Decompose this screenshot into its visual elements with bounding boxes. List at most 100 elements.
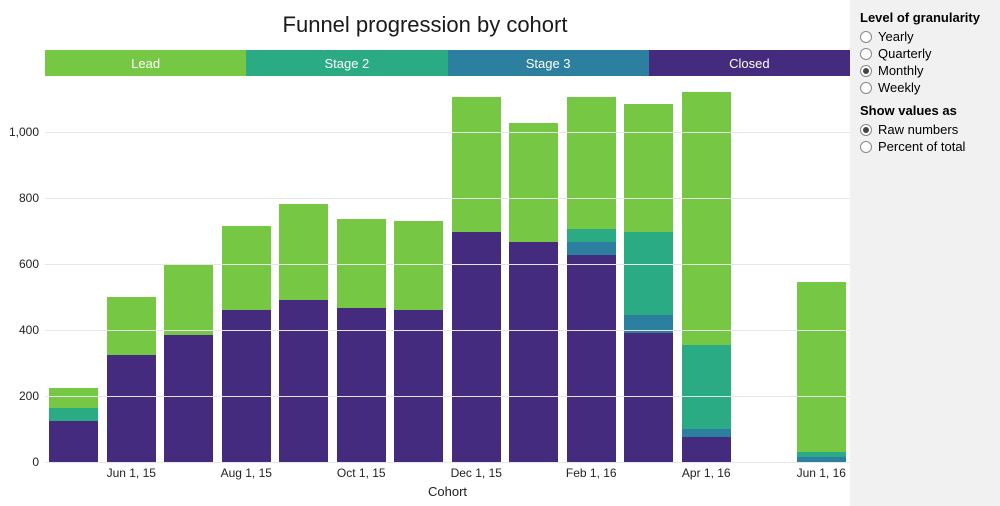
bar-segment-stage3[interactable] bbox=[567, 242, 616, 255]
bar[interactable] bbox=[164, 264, 213, 462]
bar-segment-closed[interactable] bbox=[49, 421, 98, 462]
radio-icon bbox=[860, 82, 872, 94]
bar-slot bbox=[620, 82, 678, 462]
x-tick-label bbox=[735, 462, 793, 484]
x-tick-label bbox=[275, 462, 333, 484]
radio-option-raw-numbers[interactable]: Raw numbers bbox=[860, 122, 990, 137]
bar[interactable] bbox=[567, 97, 616, 462]
radio-label: Percent of total bbox=[878, 139, 965, 154]
bar[interactable] bbox=[107, 297, 156, 462]
radio-option-yearly[interactable]: Yearly bbox=[860, 29, 990, 44]
side-panel: Level of granularity YearlyQuarterlyMont… bbox=[850, 0, 1000, 506]
bar-segment-lead[interactable] bbox=[452, 97, 501, 232]
bar-segment-closed[interactable] bbox=[222, 310, 271, 462]
bar-segment-closed[interactable] bbox=[394, 310, 443, 462]
bar-segment-stage2[interactable] bbox=[567, 229, 616, 242]
bar[interactable] bbox=[394, 221, 443, 462]
bar[interactable] bbox=[624, 103, 673, 462]
bar-segment-closed[interactable] bbox=[567, 255, 616, 462]
bar[interactable] bbox=[222, 226, 271, 462]
y-tick-label: 0 bbox=[32, 455, 39, 469]
radio-label: Monthly bbox=[878, 63, 924, 78]
bar-segment-closed[interactable] bbox=[624, 333, 673, 462]
bar-segment-closed[interactable] bbox=[509, 242, 558, 462]
bar-segment-lead[interactable] bbox=[279, 204, 328, 300]
radio-icon bbox=[860, 48, 872, 60]
bar-slot bbox=[735, 82, 793, 462]
legend-item-stage-3[interactable]: Stage 3 bbox=[448, 50, 649, 76]
bar-segment-closed[interactable] bbox=[279, 300, 328, 462]
bar-slot bbox=[218, 82, 276, 462]
y-tick-label: 200 bbox=[19, 389, 39, 403]
legend-item-stage-2[interactable]: Stage 2 bbox=[246, 50, 447, 76]
bar-slot bbox=[275, 82, 333, 462]
y-axis: 02004006008001,000 bbox=[0, 82, 45, 462]
bar-slot bbox=[333, 82, 391, 462]
y-tick-label: 800 bbox=[19, 191, 39, 205]
x-tick-label: Jun 1, 15 bbox=[103, 462, 161, 484]
bar-segment-closed[interactable] bbox=[107, 355, 156, 462]
plot bbox=[45, 82, 850, 462]
radio-label: Weekly bbox=[878, 80, 920, 95]
plot-area: 02004006008001,000 bbox=[0, 82, 850, 462]
granularity-options: Yearly Quarterly Monthly Weekly bbox=[860, 29, 990, 95]
bar[interactable] bbox=[797, 282, 846, 462]
bar-segment-closed[interactable] bbox=[682, 437, 731, 462]
bar-segment-lead[interactable] bbox=[394, 221, 443, 310]
bar-segment-stage2[interactable] bbox=[49, 408, 98, 421]
bar-segment-stage2[interactable] bbox=[682, 345, 731, 429]
bar-segment-closed[interactable] bbox=[337, 308, 386, 462]
bar-segment-lead[interactable] bbox=[797, 282, 846, 452]
bar[interactable] bbox=[452, 97, 501, 462]
x-tick-label: Feb 1, 16 bbox=[563, 462, 621, 484]
radio-icon bbox=[860, 124, 872, 136]
radio-option-monthly[interactable]: Monthly bbox=[860, 63, 990, 78]
bar-segment-lead[interactable] bbox=[624, 104, 673, 233]
x-tick-label: Oct 1, 15 bbox=[333, 462, 391, 484]
bar-segment-stage2[interactable] bbox=[624, 232, 673, 315]
bar-segment-lead[interactable] bbox=[222, 226, 271, 310]
radio-option-weekly[interactable]: Weekly bbox=[860, 80, 990, 95]
y-tick-label: 1,000 bbox=[9, 125, 39, 139]
bar-segment-lead[interactable] bbox=[49, 388, 98, 408]
x-tick-label bbox=[390, 462, 448, 484]
gridline bbox=[45, 132, 850, 133]
x-axis-label: Cohort bbox=[45, 484, 850, 499]
bar-segment-closed[interactable] bbox=[452, 232, 501, 462]
x-tick-label: Apr 1, 16 bbox=[678, 462, 736, 484]
values-as-heading: Show values as bbox=[860, 103, 990, 118]
chart-panel: Funnel progression by cohort LeadStage 2… bbox=[0, 0, 850, 506]
legend-item-closed[interactable]: Closed bbox=[649, 50, 850, 76]
x-tick-label bbox=[505, 462, 563, 484]
bar-segment-lead[interactable] bbox=[107, 297, 156, 355]
bar[interactable] bbox=[337, 219, 386, 462]
bar[interactable] bbox=[509, 123, 558, 462]
y-tick-label: 400 bbox=[19, 323, 39, 337]
radio-option-percent-of-total[interactable]: Percent of total bbox=[860, 139, 990, 154]
gridline bbox=[45, 330, 850, 331]
bar-segment-lead[interactable] bbox=[682, 92, 731, 345]
chart-title: Funnel progression by cohort bbox=[0, 12, 850, 38]
bar-segment-lead[interactable] bbox=[164, 264, 213, 335]
y-tick-label: 600 bbox=[19, 257, 39, 271]
bar-slot bbox=[678, 82, 736, 462]
radio-option-quarterly[interactable]: Quarterly bbox=[860, 46, 990, 61]
bar-slot bbox=[793, 82, 851, 462]
legend-item-lead[interactable]: Lead bbox=[45, 50, 246, 76]
gridline bbox=[45, 264, 850, 265]
bar-segment-lead[interactable] bbox=[509, 123, 558, 242]
bar-slot bbox=[160, 82, 218, 462]
radio-label: Yearly bbox=[878, 29, 914, 44]
bar-segment-lead[interactable] bbox=[567, 97, 616, 229]
radio-icon bbox=[860, 31, 872, 43]
bar[interactable] bbox=[49, 388, 98, 462]
x-axis: Jun 1, 15Aug 1, 15Oct 1, 15Dec 1, 15Feb … bbox=[45, 462, 850, 506]
x-tick-row: Jun 1, 15Aug 1, 15Oct 1, 15Dec 1, 15Feb … bbox=[45, 462, 850, 484]
bar-slot bbox=[103, 82, 161, 462]
bar-segment-closed[interactable] bbox=[164, 335, 213, 462]
bar[interactable] bbox=[279, 204, 328, 462]
values-as-options: Raw numbers Percent of total bbox=[860, 122, 990, 154]
bar[interactable] bbox=[682, 92, 731, 462]
bar-segment-stage3[interactable] bbox=[682, 429, 731, 437]
gridline bbox=[45, 396, 850, 397]
